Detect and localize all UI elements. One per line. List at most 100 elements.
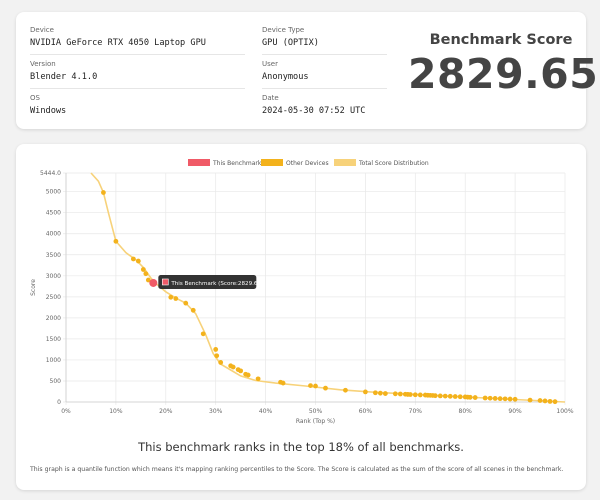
other-device-point[interactable] (467, 394, 473, 400)
other-device-point[interactable] (537, 398, 543, 403)
other-device-point[interactable] (313, 383, 318, 389)
legend-label: This Benchmark (212, 160, 262, 167)
legend-label: Total Score Distribution (358, 160, 429, 167)
chart-legend[interactable]: This Benchmark Other Devices Total Score D… (188, 159, 429, 167)
other-device-point[interactable] (280, 380, 286, 386)
other-device-point[interactable] (507, 396, 513, 402)
score-title: Benchmark Score (429, 32, 573, 48)
os-field: OS Windows (30, 94, 245, 116)
os-label: OS (30, 94, 40, 102)
x-axis-label: Rank (Top %) (296, 418, 335, 425)
other-device-point[interactable] (382, 391, 388, 396)
other-device-point[interactable] (417, 392, 423, 398)
other-device-point[interactable] (487, 395, 493, 401)
other-device-point[interactable] (101, 190, 106, 195)
version-field: Version Blender 4.1.0 (30, 60, 245, 82)
other-device-point[interactable] (363, 389, 368, 395)
other-device-point[interactable] (245, 372, 251, 378)
x-tick-label: 20% (159, 408, 173, 415)
other-device-point[interactable] (200, 331, 206, 337)
other-device-point[interactable] (447, 393, 453, 399)
y-tick-label: 1500 (46, 336, 61, 343)
other-device-point[interactable] (457, 394, 463, 400)
other-device-point[interactable] (527, 397, 533, 403)
user-field: User Anonymous (262, 60, 387, 82)
legend-item[interactable]: Total Score Distribution (334, 159, 429, 167)
user-value: Anonymous (262, 72, 309, 82)
legend-item[interactable]: This Benchmark (188, 159, 262, 167)
x-tick-label: 60% (359, 408, 373, 415)
other-device-point[interactable] (135, 258, 141, 264)
tooltip-swatch (162, 278, 169, 286)
os-value: Windows (30, 106, 67, 116)
other-device-point[interactable] (145, 277, 151, 283)
date-value: 2024-05-30 07:52 UTC (262, 106, 366, 116)
device-type-field: Device Type GPU (OPTIX) (262, 26, 387, 48)
other-device-point[interactable] (552, 399, 558, 405)
legend-swatch (334, 159, 356, 166)
other-device-point[interactable] (472, 395, 478, 400)
legend-swatch (261, 159, 283, 166)
other-device-point[interactable] (377, 390, 383, 396)
other-device-point[interactable] (432, 393, 438, 399)
other-device-point[interactable] (343, 387, 348, 393)
other-device-point[interactable] (183, 300, 189, 306)
other-device-point[interactable] (397, 391, 403, 397)
device-field: Device NVIDIA GeForce RTX 4050 Laptop GP… (30, 26, 245, 48)
other-device-point[interactable] (255, 376, 261, 382)
other-device-point[interactable] (213, 347, 219, 352)
other-device-point[interactable] (407, 392, 413, 397)
other-device-point[interactable] (323, 385, 328, 391)
other-device-point[interactable] (547, 398, 553, 404)
user-label: User (262, 60, 278, 68)
other-device-point[interactable] (130, 256, 136, 262)
other-device-point[interactable] (437, 393, 443, 399)
other-device-point[interactable] (113, 238, 119, 244)
other-device-point[interactable] (492, 396, 498, 401)
other-device-point[interactable] (218, 360, 224, 365)
y-tick-label: 0 (57, 399, 61, 406)
other-device-point[interactable] (502, 396, 508, 402)
other-device-point[interactable] (497, 396, 503, 402)
other-device-point[interactable] (442, 393, 448, 399)
other-device-point[interactable] (482, 395, 488, 401)
divider (30, 54, 245, 55)
chart-grid (63, 172, 566, 405)
legend-label: Other Devices (286, 160, 329, 167)
y-tick-label: 2000 (46, 315, 61, 322)
quantile-chart[interactable]: This Benchmark Other Devices Total Score D… (16, 144, 586, 434)
other-device-point[interactable] (238, 368, 244, 374)
other-device-point[interactable] (173, 296, 179, 301)
other-device-point[interactable] (143, 271, 149, 277)
tooltip-text: This Benchmark (Score:2829.65) (170, 281, 263, 287)
other-device-point[interactable] (168, 294, 174, 300)
legend-item[interactable]: Other Devices (261, 159, 329, 167)
other-device-point[interactable] (230, 364, 236, 370)
other-device-point[interactable] (308, 383, 313, 388)
other-device-point[interactable] (372, 390, 378, 396)
tooltip-box (158, 274, 257, 289)
other-device-point[interactable] (214, 353, 220, 359)
device-type-value: GPU (OPTIX) (262, 38, 319, 48)
y-tick-label: 3000 (46, 273, 61, 280)
chart-ticks: 0% 10% 20% 30% 40% 50% 60% 70% 80% 90% 100% 0 500 100… (40, 170, 574, 415)
other-device-point[interactable] (512, 396, 518, 402)
other-device-point[interactable] (140, 267, 146, 272)
other-device-point[interactable] (542, 398, 548, 404)
score-value: 2829.65 (408, 50, 599, 98)
x-tick-label: 10% (109, 408, 123, 415)
other-device-point[interactable] (190, 307, 196, 313)
this-benchmark-point[interactable] (149, 278, 158, 287)
divider (30, 88, 245, 89)
x-tick-label: 30% (209, 408, 223, 415)
date-field: Date 2024-05-30 07:52 UTC (262, 94, 387, 116)
other-device-point[interactable] (412, 392, 418, 398)
y-axis-label: Score (30, 279, 37, 296)
version-label: Version (30, 60, 56, 68)
other-device-point[interactable] (392, 391, 398, 397)
other-device-point[interactable] (452, 394, 458, 399)
x-tick-label: 40% (259, 408, 273, 415)
legend-swatch (188, 159, 210, 166)
y-tick-label: 5444.0 (40, 170, 61, 177)
device-info-card: Device NVIDIA GeForce RTX 4050 Laptop GP… (16, 12, 599, 129)
